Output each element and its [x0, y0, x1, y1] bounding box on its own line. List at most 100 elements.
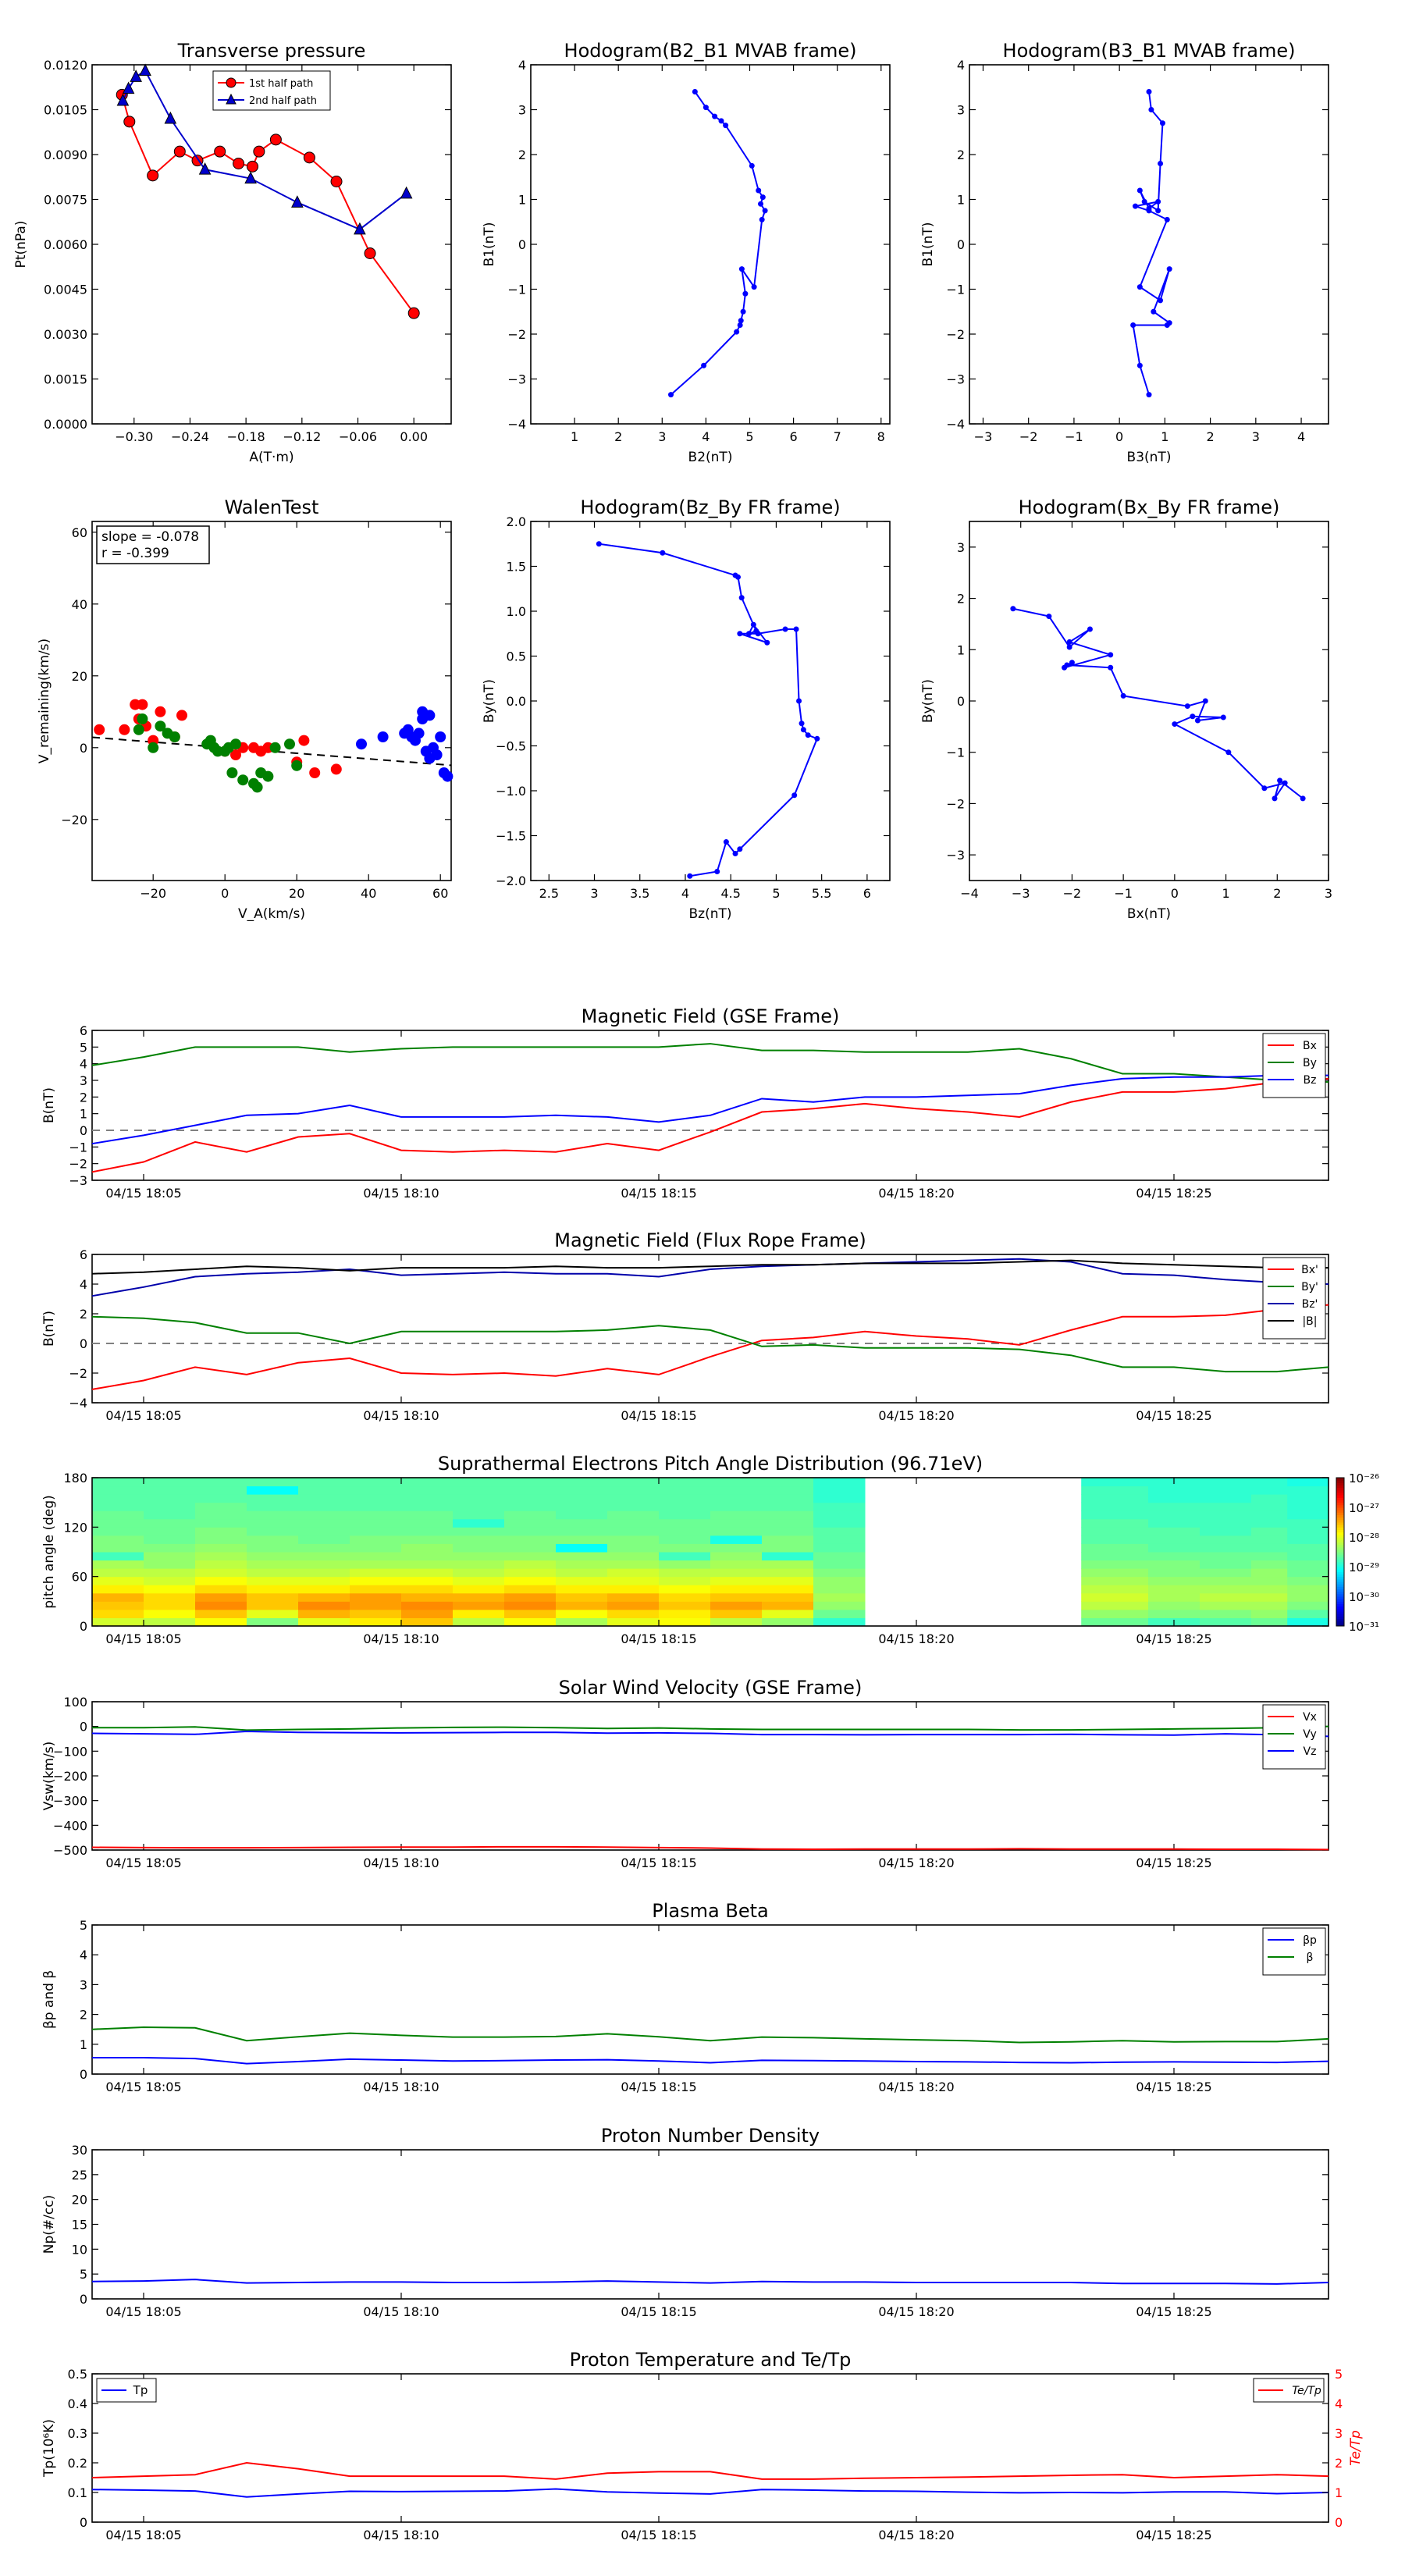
heatmap-cell: [195, 1568, 247, 1578]
x-axis-label: A(T·m): [249, 450, 293, 465]
heatmap-cell: [401, 1601, 454, 1610]
heatmap-cell: [144, 1576, 196, 1585]
legend-label: |B|: [1302, 1315, 1317, 1328]
heatmap-cell: [1200, 1543, 1252, 1553]
y-tick-label: 0.0000: [44, 417, 87, 432]
data-point: [94, 724, 105, 735]
heatmap-cell: [1287, 1485, 1329, 1495]
heatmap-cell: [1287, 1601, 1329, 1610]
heatmap-cell: [659, 1617, 711, 1627]
heatmap-cell: [1287, 1576, 1329, 1585]
heatmap-cell: [659, 1560, 711, 1569]
y-tick-label: 0: [80, 1720, 87, 1735]
x-tick-label: 04/15 18:05: [105, 2080, 181, 2094]
series-line: [91, 1077, 1329, 1173]
y-tick-label: −2: [69, 1157, 87, 1172]
y-tick-label: 1: [518, 193, 526, 208]
data-point: [1225, 749, 1232, 756]
heatmap-cell: [556, 1543, 608, 1553]
heatmap-cell: [1251, 1494, 1288, 1503]
data-point: [214, 145, 226, 158]
data-point: [169, 731, 180, 742]
y-tick-label: −3: [69, 1173, 87, 1188]
plot-frame: [91, 1030, 1329, 1181]
heatmap-cell: [1200, 1609, 1252, 1618]
heatmap-cell: [401, 1485, 454, 1495]
heatmap-cell: [1287, 1494, 1329, 1503]
heatmap-cell: [504, 1592, 557, 1602]
colorbar-segment: [1336, 1564, 1344, 1567]
chart-title: Hodogram(Bx_By FR frame): [1019, 496, 1280, 518]
y-tick-label: 4: [957, 58, 965, 73]
colorbar-segment: [1336, 1618, 1344, 1622]
chart-hodoxy: Hodogram(Bx_By FR frame) −4 −3 −2 −1 0 1 2 3 −3 −2…: [920, 496, 1332, 922]
data-point: [668, 392, 674, 398]
heatmap-cell: [247, 1601, 299, 1610]
heatmap-cell: [1251, 1568, 1288, 1578]
data-point: [1300, 795, 1306, 802]
heatmap-cell: [504, 1552, 557, 1561]
y-tick-label: 3: [518, 103, 526, 118]
heatmap-cell: [453, 1552, 505, 1561]
data-point: [330, 176, 343, 187]
heatmap-cell: [247, 1527, 299, 1536]
heatmap-cell: [762, 1552, 814, 1561]
heatmap-cell: [247, 1568, 299, 1578]
heatmap-cell: [453, 1494, 505, 1503]
chart-title: Transverse pressure: [177, 40, 366, 62]
data-point: [123, 116, 136, 128]
x-tick-label: 5: [745, 429, 753, 444]
x-tick-label: 04/15 18:20: [878, 1631, 954, 1646]
heatmap-cell: [401, 1617, 454, 1627]
heatmap-cell: [607, 1585, 660, 1594]
y-tick-label: 20: [72, 2193, 87, 2208]
y-tick-label: 120: [63, 1520, 87, 1535]
chart-title: Magnetic Field (Flux Rope Frame): [554, 1229, 866, 1251]
y-tick-label: 0: [957, 694, 965, 709]
colorbar-segment: [1336, 1586, 1344, 1589]
annotation-box: [96, 525, 210, 564]
heatmap-cell: [556, 1494, 608, 1503]
data-point: [173, 145, 186, 158]
heatmap-cell: [1200, 1527, 1252, 1536]
heatmap-cell: [195, 1527, 247, 1536]
data-point: [759, 216, 765, 222]
heatmap-cell: [813, 1494, 866, 1503]
y-tick-label: 2: [957, 592, 965, 607]
colorbar-segment: [1336, 1495, 1344, 1498]
heatmap-cell: [1251, 1617, 1288, 1627]
x-tick-label: 5.5: [812, 886, 831, 901]
x-tick-label: 4: [702, 429, 710, 444]
heatmap-cell: [298, 1485, 350, 1495]
heatmap-cell: [504, 1560, 557, 1569]
heatmap-cell: [144, 1510, 196, 1520]
data-point: [756, 187, 762, 194]
heatmap-cell: [350, 1568, 402, 1578]
heatmap-cell: [710, 1617, 763, 1627]
data-point: [732, 572, 738, 578]
heatmap-cell: [1251, 1609, 1288, 1618]
legend-label: By: [1303, 1057, 1317, 1069]
data-point: [714, 869, 720, 874]
heatmap-cell: [1200, 1576, 1252, 1585]
data-point: [737, 631, 743, 637]
data-point: [198, 162, 212, 175]
y2-tick-label: 0: [1335, 2515, 1343, 2530]
plot-frame: [91, 1477, 1329, 1627]
heatmap-cell: [1200, 1494, 1252, 1503]
x-tick-label: 04/15 18:10: [363, 1186, 439, 1201]
heatmap-cell: [710, 1494, 763, 1503]
heatmap-cell: [144, 1560, 196, 1569]
heatmap-cell: [453, 1609, 505, 1618]
heatmap-cell: [1251, 1560, 1288, 1569]
data-point: [762, 208, 768, 214]
heatmap-cell: [1287, 1592, 1329, 1602]
x-tick-label: 3.5: [630, 886, 649, 901]
data-point: [751, 284, 757, 290]
colorbar-segment: [1336, 1559, 1344, 1563]
data-point: [1069, 660, 1075, 666]
heatmap-cell: [195, 1576, 247, 1585]
legend: βp β: [1262, 1927, 1326, 1976]
y-tick-label: −500: [53, 1843, 87, 1858]
x-tick-label: 0: [1115, 429, 1123, 444]
